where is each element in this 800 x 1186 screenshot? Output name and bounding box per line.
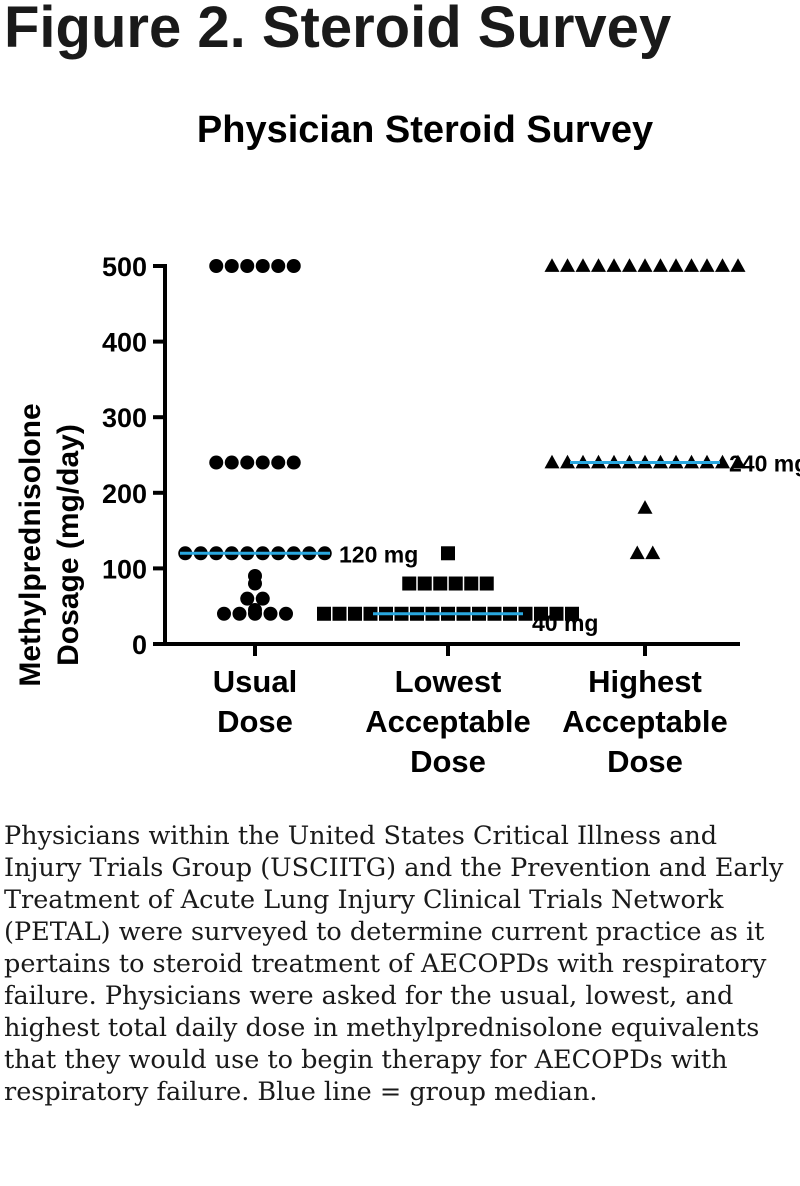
data-point-circle (232, 606, 247, 621)
data-point-circle (240, 259, 255, 273)
data-point-circle (279, 606, 293, 621)
axes: 0 100 200 300 400 500 (102, 252, 740, 660)
data-point-square (402, 576, 417, 591)
data-point-circle (240, 591, 255, 606)
data-point-triangle (637, 258, 653, 272)
median-label: 120 mg (339, 541, 418, 567)
data-point-triangle (730, 258, 746, 272)
x-category-label: Highest (588, 664, 702, 699)
y-axis-label-line-2: Dosage (mg/day) (52, 424, 85, 666)
x-category-label: Lowest (395, 664, 502, 699)
data-point-circle (255, 259, 270, 273)
data-point-square (332, 606, 347, 621)
data-point-triangle (575, 258, 591, 272)
y-tick-label: 500 (102, 252, 147, 282)
data-point-triangle (560, 454, 575, 469)
data-point-circle (209, 259, 224, 273)
data-point-triangle (629, 545, 645, 560)
x-category-label: Dose (410, 744, 486, 779)
dose-scatter-chart: Physician Steroid Survey Methylprednisol… (14, 109, 800, 779)
data-point-circle (248, 568, 262, 583)
data-point-triangle (645, 545, 661, 560)
data-point-circle (286, 259, 301, 273)
x-category-label: Acceptable (365, 704, 530, 739)
data-point-triangle (606, 258, 622, 272)
data-point-circle (248, 602, 262, 617)
x-axis-labels: Usual Dose Lowest Acceptable Dose Highest Acce… (213, 664, 728, 779)
data-point-triangle (653, 258, 668, 272)
data-point-triangle (684, 258, 699, 272)
data-point-square (348, 606, 362, 621)
data-point-triangle (544, 454, 560, 469)
data-point-square (441, 546, 455, 561)
y-tick-label: 200 (102, 479, 147, 509)
y-tick-label: 300 (102, 403, 147, 433)
data-point-circle (271, 259, 286, 273)
figure-title: Figure 2. Steroid Survey (4, 0, 672, 60)
x-category-label: Acceptable (562, 704, 727, 739)
median-label: 240 mg (729, 451, 800, 477)
data-point-triangle (622, 258, 637, 272)
data-point-triangle (715, 454, 730, 469)
data-point-square (479, 576, 494, 591)
data-point-square (534, 606, 548, 621)
y-axis-label-line-1: Methylprednisolone (14, 403, 47, 686)
data-point-square (317, 606, 331, 621)
data-point-triangle (668, 258, 684, 272)
y-tick-label: 400 (102, 328, 147, 358)
data-point-circle (217, 606, 231, 621)
data-point-square (518, 606, 533, 621)
y-tick-label: 100 (102, 554, 147, 584)
data-point-triangle (699, 258, 715, 272)
data-point-triangle (730, 454, 746, 469)
data-point-triangle (637, 500, 653, 514)
data-point-square (448, 576, 463, 591)
data-point-circle (224, 455, 239, 470)
median-lines: 120 mg 40 mg 240 mg (180, 451, 800, 636)
data-point-square (565, 606, 579, 621)
data-point-circle (240, 455, 255, 470)
x-category-label: Dose (217, 704, 293, 739)
chart-title: Physician Steroid Survey (197, 109, 653, 151)
data-point-square (549, 606, 564, 621)
data-point-circle (255, 591, 270, 606)
data-point-square (417, 576, 432, 591)
data-point-circle (286, 455, 301, 470)
data-points (178, 258, 746, 621)
data-point-square (433, 576, 448, 591)
x-category-label: Usual (213, 664, 297, 699)
data-point-square (363, 606, 378, 621)
data-point-circle (209, 455, 224, 470)
data-point-circle (255, 455, 270, 470)
data-point-circle (271, 455, 286, 470)
x-category-label: Dose (607, 744, 683, 779)
data-point-circle (263, 606, 278, 621)
data-point-triangle (591, 258, 606, 272)
data-point-triangle (560, 258, 575, 272)
data-point-triangle (544, 258, 560, 272)
data-point-triangle (715, 258, 730, 272)
median-label: 40 mg (532, 610, 598, 636)
data-point-square (464, 576, 479, 591)
data-point-circle (224, 259, 239, 273)
figure-caption: Physicians within the United States Crit… (4, 821, 784, 1107)
y-tick-label: 0 (132, 630, 147, 660)
